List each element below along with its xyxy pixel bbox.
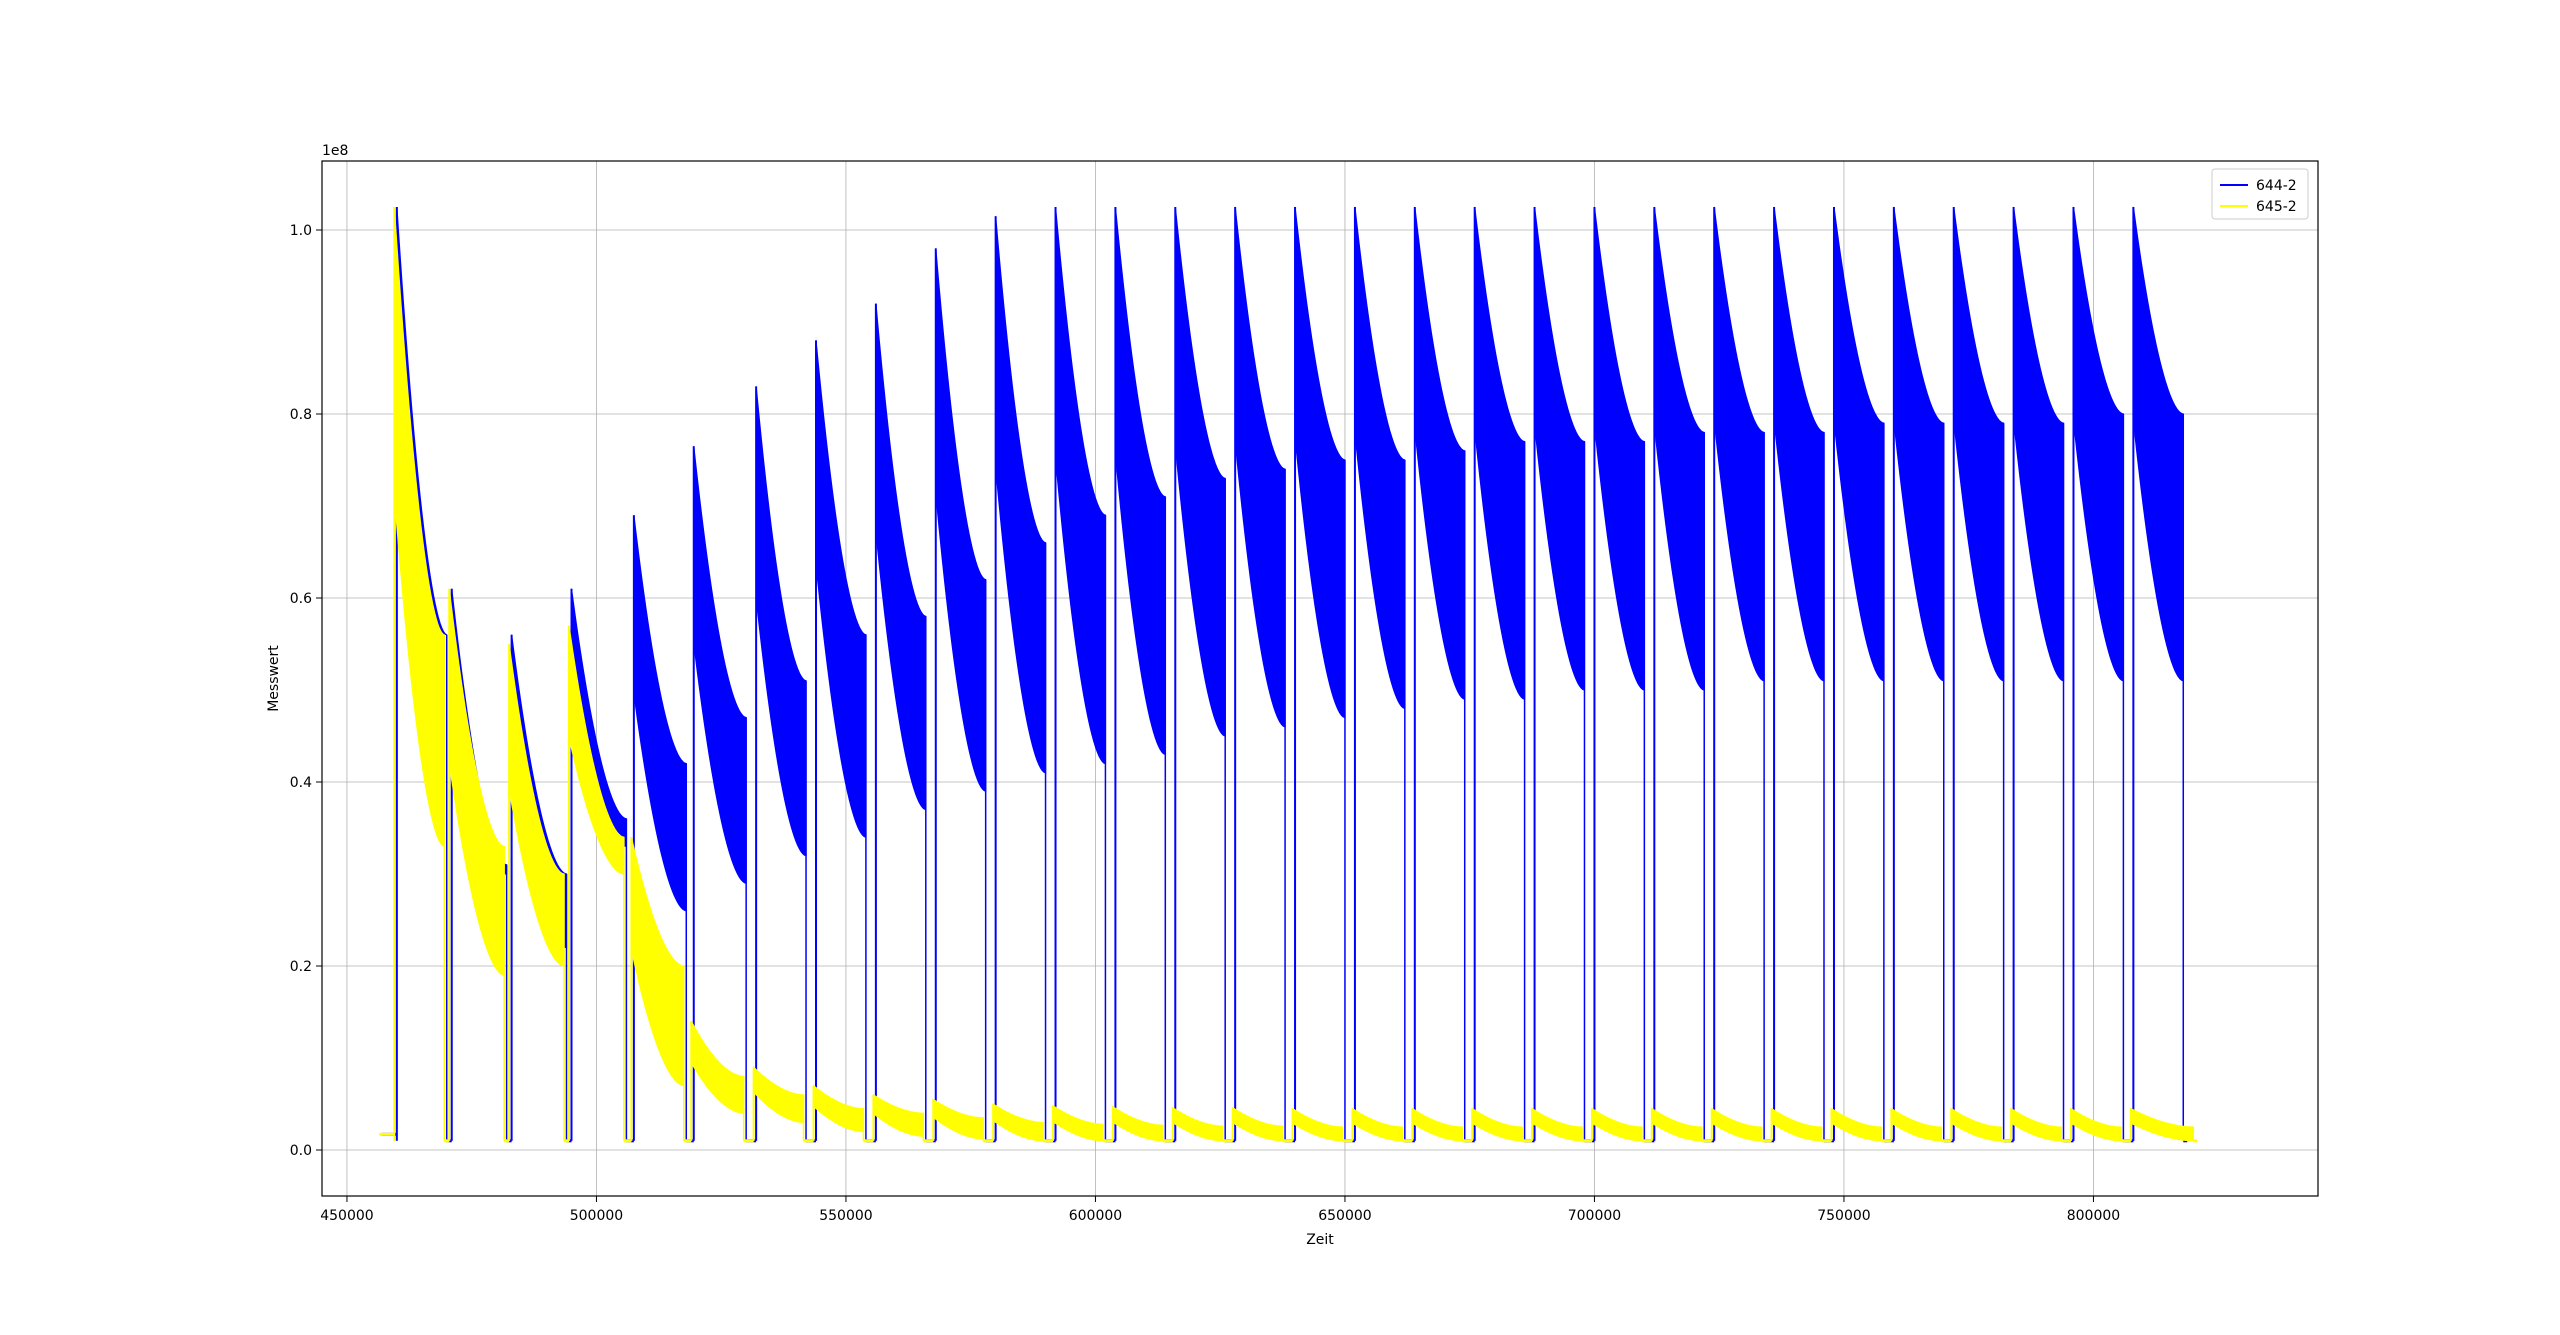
y-tick-label: 0.8 <box>290 407 312 423</box>
y-tick-label: 0.4 <box>290 775 312 791</box>
legend-label-645-2: 645-2 <box>2256 199 2297 215</box>
legend: 644-2 645-2 <box>2211 168 2309 220</box>
plot-frame <box>321 160 2319 1197</box>
x-tick-label: 600000 <box>1069 1208 1122 1224</box>
y-axis-ticks: 0.0 0.2 0.4 0.6 0.8 1.0 <box>290 223 322 1159</box>
x-tick-label: 550000 <box>819 1208 872 1224</box>
y-tick-label: 1.0 <box>290 223 312 239</box>
x-tick-label: 750000 <box>1817 1208 1870 1224</box>
x-tick-label: 800000 <box>2067 1208 2120 1224</box>
y-tick-label: 0.6 <box>290 591 312 607</box>
x-axis-label: Zeit <box>1306 1232 1334 1248</box>
x-tick-label: 650000 <box>1318 1208 1371 1224</box>
legend-label-644-2: 644-2 <box>2256 178 2297 194</box>
series-645-2 <box>379 206 2198 1143</box>
x-tick-label: 700000 <box>1568 1208 1621 1224</box>
x-tick-label: 500000 <box>570 1208 623 1224</box>
y-offset-text: 1e8 <box>322 143 348 159</box>
plot-series <box>379 206 2198 1143</box>
y-tick-label: 0.2 <box>290 959 312 975</box>
y-axis-label: Messwert <box>266 645 282 712</box>
x-axis-ticks: 450000 500000 550000 600000 650000 700000 7500… <box>320 1196 2120 1224</box>
y-tick-label: 0.0 <box>290 1143 312 1159</box>
x-tick-label: 450000 <box>320 1208 373 1224</box>
